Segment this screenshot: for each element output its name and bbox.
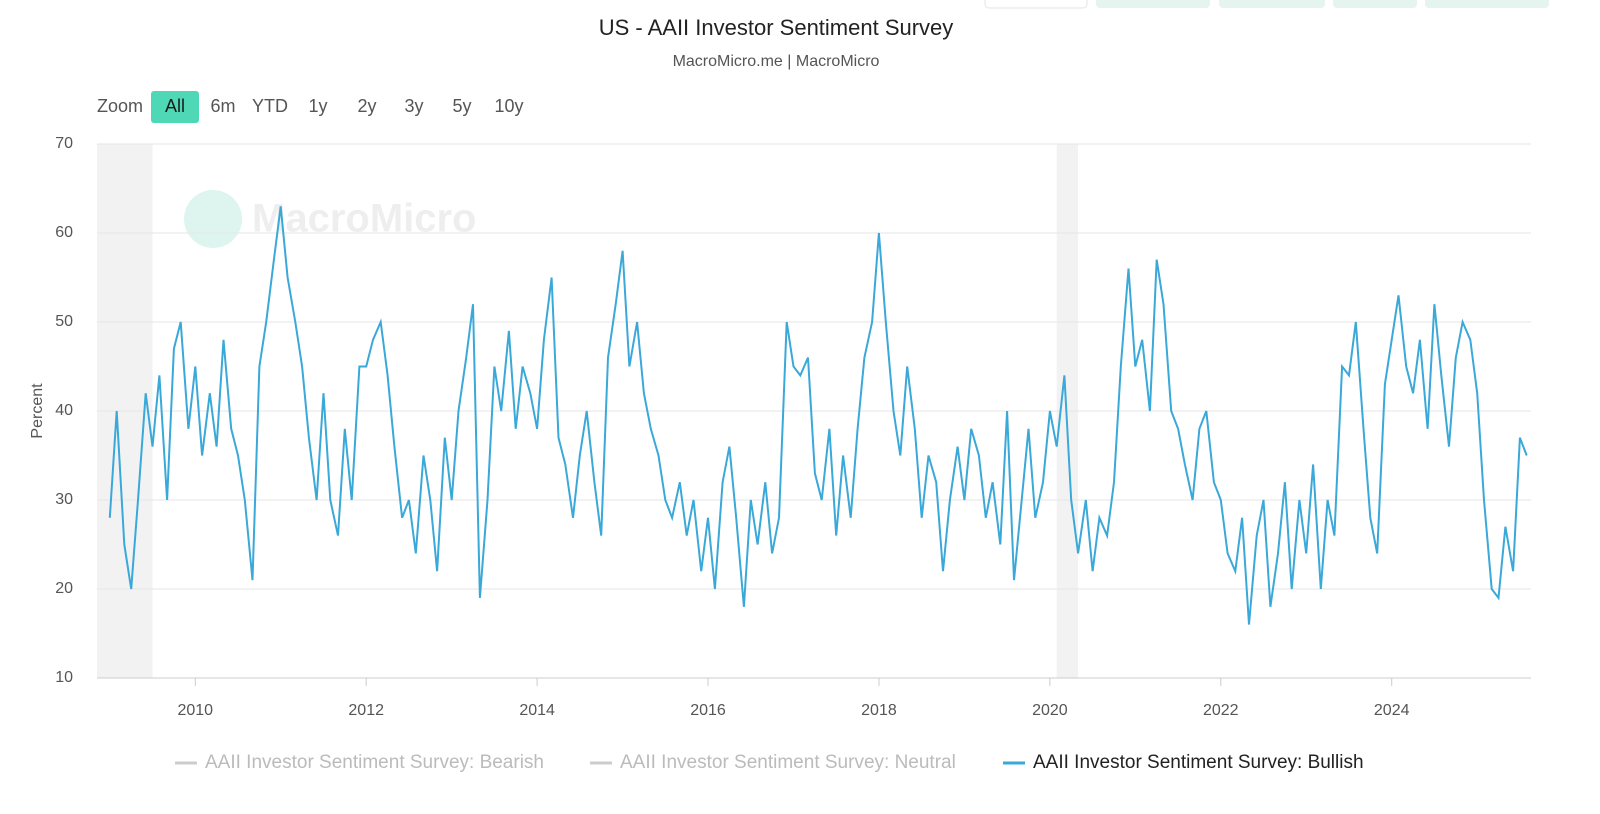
y-tick-label: 50 (55, 313, 73, 330)
x-tick-label: 2018 (861, 702, 897, 719)
zoom-button[interactable]: 6m (210, 96, 235, 116)
y-tick-label: 30 (55, 491, 73, 508)
toolbar-button[interactable] (984, 0, 1088, 9)
zoom-button[interactable]: 5y (452, 96, 471, 116)
x-tick-label: 2024 (1374, 702, 1410, 719)
x-tick-label: 2010 (177, 702, 213, 719)
legend-label[interactable]: AAII Investor Sentiment Survey: Bearish (205, 752, 544, 773)
x-tick-label: 2014 (519, 702, 555, 719)
toolbar-button[interactable] (1333, 0, 1417, 8)
toolbar-button[interactable] (1425, 0, 1549, 8)
x-tick-label: 2022 (1203, 702, 1239, 719)
x-tick-label: 2020 (1032, 702, 1068, 719)
y-axis-label: Percent (29, 383, 46, 439)
legend-label[interactable]: AAII Investor Sentiment Survey: Bullish (1033, 752, 1364, 773)
watermark-text: MacroMicro (252, 197, 477, 241)
watermark-logo (184, 190, 242, 248)
y-tick-label: 20 (55, 580, 73, 597)
chart-title: US - AAII Investor Sentiment Survey (599, 15, 954, 40)
series-line (108, 206, 1528, 625)
toolbar-button[interactable] (1219, 0, 1325, 8)
zoom-button[interactable]: 3y (404, 96, 423, 116)
y-tick-label: 70 (55, 135, 73, 152)
x-tick-label: 2012 (348, 702, 384, 719)
chart-subtitle: MacroMicro.me | MacroMicro (673, 53, 880, 70)
zoom-button[interactable]: All (165, 96, 185, 116)
zoom-button[interactable]: YTD (252, 96, 288, 116)
toolbar-button[interactable] (1096, 0, 1210, 8)
zoom-button-active[interactable] (151, 91, 199, 123)
y-tick-label: 10 (55, 669, 73, 686)
zoom-button[interactable]: 2y (357, 96, 376, 116)
y-tick-label: 40 (55, 402, 73, 419)
legend-label[interactable]: AAII Investor Sentiment Survey: Neutral (620, 752, 956, 773)
zoom-button[interactable]: 1y (308, 96, 327, 116)
watermark: MacroMicro (184, 190, 477, 248)
y-tick-label: 60 (55, 224, 73, 241)
zoom-button[interactable]: 10y (494, 96, 523, 116)
x-tick-label: 2016 (690, 702, 726, 719)
zoom-label: Zoom (97, 96, 143, 116)
